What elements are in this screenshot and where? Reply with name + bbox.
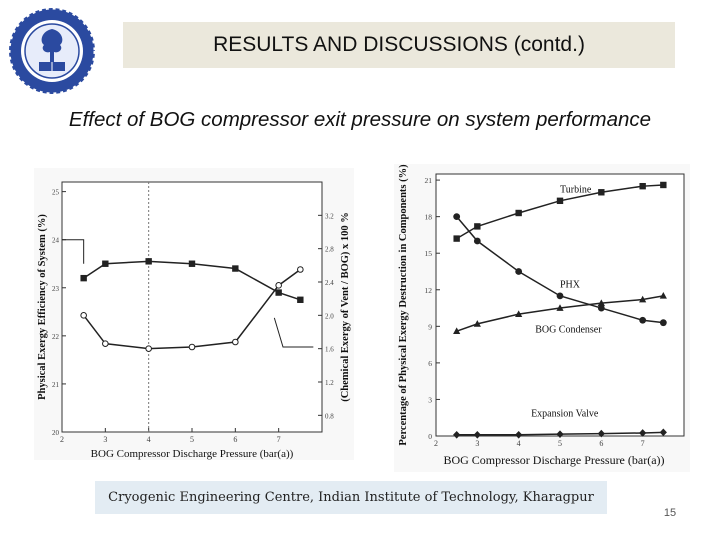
- series-2-point: [515, 310, 523, 317]
- y-tick-label: 18: [425, 213, 433, 222]
- series-1-point: [597, 304, 605, 312]
- x-tick-label: 4: [517, 439, 521, 448]
- logo-tree-trunk: [50, 50, 54, 62]
- series-3-point: [556, 430, 564, 438]
- x-tick-label: 6: [233, 435, 237, 444]
- series-1-point: [275, 282, 282, 289]
- logo-tree-icon: [41, 29, 63, 53]
- x-axis-title: BOG Compressor Discharge Pressure (bar(a…: [91, 448, 294, 460]
- y2-tick-label: 2.8: [325, 246, 334, 254]
- y-tick-label: 9: [428, 322, 432, 331]
- series-1-point: [556, 292, 564, 300]
- y-tick-label: 21: [52, 381, 60, 389]
- series-1-point: [639, 316, 647, 324]
- y-tick-label: 15: [425, 249, 433, 258]
- x-axis-title: BOG Compressor Discharge Pressure (bar(a…: [443, 453, 664, 467]
- y-tick-label: 25: [52, 189, 60, 197]
- x-tick-label: 2: [60, 435, 64, 444]
- series-0-point: [660, 181, 667, 189]
- axis-pointer-right: [273, 317, 314, 348]
- series-0-point: [639, 182, 646, 190]
- series-label-turbine: Turbine: [560, 184, 592, 195]
- series-label-bog-condenser: BOG Condenser: [535, 324, 602, 335]
- chart-efficiency: 2 3 4 5 6 7 20 21 22 23 24 25 0.8 1.2 1.6 2.0 2.4 2.8 3.2 B…: [34, 168, 354, 460]
- series-0-point: [145, 258, 152, 265]
- series-2-point: [597, 299, 605, 306]
- y2-tick-label: 2.0: [325, 312, 334, 320]
- series-1-point: [473, 237, 481, 245]
- series-2-point: [453, 327, 461, 334]
- series-label-expansion-valve: Expansion Valve: [531, 409, 599, 420]
- series-2-point: [473, 320, 481, 327]
- chart-exergy-destruction: 2 3 4 5 6 7 0 3 6 9 12 15 18 21 Turbine PHX BOG Condense…: [394, 164, 690, 472]
- y-tick-label: 12: [425, 286, 433, 295]
- x-tick-label: 6: [599, 439, 603, 448]
- chart-efficiency-svg: 2 3 4 5 6 72021222324250.81.21.62.02.42.83.2B…: [37, 181, 351, 460]
- x-tick-label: 5: [558, 439, 562, 448]
- series-0-point: [474, 223, 481, 230]
- y-tick-label: 0: [428, 432, 432, 441]
- logo-gear-teeth: [7, 6, 97, 96]
- x-tick-label: 2: [434, 439, 438, 448]
- x-tick-label: 7: [641, 439, 645, 448]
- slide-title: RESULTS AND DISCUSSIONS (contd.): [213, 33, 585, 56]
- series-2-point: [556, 304, 564, 311]
- series-0-point: [232, 265, 239, 272]
- footer-box: Cryogenic Engineering Centre, Indian Ins…: [95, 481, 607, 514]
- series-0-point: [80, 274, 87, 282]
- y-tick-label: 3: [428, 395, 432, 404]
- slide-subtitle: Effect of BOG compressor exit pressure o…: [68, 108, 652, 131]
- series-0-point: [598, 189, 605, 196]
- y-axis-title: Percentage of Physical Exergy Destructio…: [398, 164, 409, 446]
- x-tick-label: 4: [147, 435, 151, 444]
- series-2-point: [659, 292, 667, 299]
- y-tick-label: 20: [52, 429, 60, 437]
- y-tick-label: 24: [52, 237, 60, 245]
- footer-text: Cryogenic Engineering Centre, Indian Ins…: [108, 490, 594, 505]
- y2-tick-label: 1.6: [325, 346, 334, 354]
- y2-tick-label: 3.2: [325, 212, 334, 220]
- y-tick-label: 23: [52, 285, 60, 293]
- series-0-point: [453, 235, 460, 242]
- series-1-point: [297, 266, 304, 273]
- series-0-point: [556, 197, 564, 205]
- series-0-point: [188, 260, 196, 267]
- x-tick-label: 3: [103, 435, 107, 444]
- series-1-point: [515, 268, 523, 275]
- page-number: 15: [663, 507, 677, 519]
- series-0-point: [297, 296, 304, 303]
- institute-logo: [6, 5, 98, 97]
- x-tick-label: 3: [475, 439, 479, 448]
- series-3-point: [659, 428, 667, 437]
- x-tick-label: 5: [190, 435, 194, 444]
- y2-axis-title: (Chemical Exergy of Vent / BOG) x 100 %: [340, 212, 351, 402]
- y-tick-label: 6: [428, 359, 432, 368]
- y-tick-label: 22: [52, 333, 60, 341]
- series-0-point: [275, 289, 282, 296]
- x-tick-label: 7: [277, 435, 281, 444]
- chart-exergy-destruction-svg: 2 3 4 5 6 7 0 3 6 9 12 15 18 21 Turbine PHX BOG Condense…: [398, 164, 685, 467]
- series-1-point: [145, 345, 152, 352]
- series-1-point: [80, 312, 87, 319]
- series-0-point: [102, 260, 109, 267]
- series-1-point: [102, 340, 109, 347]
- slide-title-box: RESULTS AND DISCUSSIONS (contd.): [123, 22, 675, 68]
- series-1-point: [188, 343, 196, 351]
- series-label-phx: PHX: [560, 279, 581, 290]
- y2-tick-label: 2.4: [325, 279, 334, 287]
- series-2-point: [639, 295, 647, 303]
- y2-tick-label: 1.2: [325, 379, 334, 387]
- y-axis-title: Physical Exergy Efficiency of System (%): [37, 214, 48, 400]
- plot-frame: [61, 181, 323, 433]
- axis-pointer-left: [62, 239, 85, 264]
- series-1-point: [659, 319, 667, 327]
- series-0-point: [515, 209, 522, 217]
- y-tick-label: 21: [425, 176, 433, 185]
- y2-tick-label: 0.8: [325, 412, 334, 420]
- series-1-point: [232, 338, 239, 346]
- series-1-point: [453, 213, 461, 221]
